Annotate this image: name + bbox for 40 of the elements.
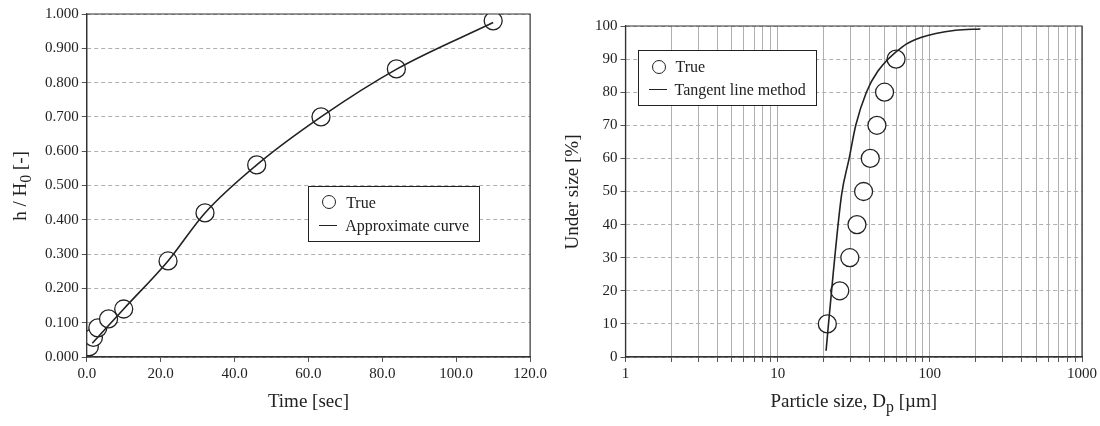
y-tick-label: 0.500	[45, 176, 79, 193]
x-tick-label: 80.0	[369, 364, 396, 381]
y-tick-label: 40	[602, 215, 618, 232]
x-tick-label: 40.0	[221, 364, 248, 381]
x-tick-label: 100	[918, 364, 942, 381]
y-tick-label: 0.600	[45, 142, 79, 159]
y-tick-label: 0.000	[45, 347, 79, 364]
x-axis-title: Particle size, D$_{p}$ [µm]	[769, 390, 939, 416]
y-tick-label: 0	[610, 347, 618, 364]
legend-label: Tangent line method	[674, 80, 806, 101]
x-tick-label: 1	[621, 364, 630, 381]
legend-label: True	[675, 57, 706, 77]
legend-label: True	[346, 192, 376, 213]
y-tick-label: 0.200	[45, 279, 79, 296]
y-tick-label: 90	[602, 50, 618, 67]
x-tick-label: 0.0	[77, 364, 97, 381]
y-tick-label: 0.300	[45, 245, 79, 262]
x-tick-label: 100.0	[439, 364, 474, 381]
x-tick-label: 1000	[1067, 364, 1097, 381]
y-tick-label: 0.800	[45, 73, 79, 90]
y-tick-label: 0.900	[45, 39, 79, 56]
legend-label: Approximate curve	[345, 215, 470, 237]
x-tick-label: 10	[770, 364, 786, 381]
y-tick-label: 80	[602, 83, 618, 100]
y-tick-label: 50	[602, 182, 618, 199]
y-tick-label: 70	[602, 116, 618, 133]
x-tick-label: 60.0	[295, 364, 322, 381]
y-tick-label: 20	[602, 281, 618, 298]
x-tick-label: 120.0	[513, 364, 547, 381]
y-tick-label: 10	[602, 314, 618, 331]
y-tick-label: 60	[602, 149, 618, 166]
y-tick-label: 100	[595, 16, 618, 33]
y-tick-label: 1.000	[45, 4, 79, 21]
y-tick-label: 30	[602, 248, 618, 265]
y-tick-label: 0.400	[45, 210, 79, 227]
x-tick-label: 20.0	[147, 364, 174, 381]
x-axis-title: Time [sec]	[266, 390, 350, 412]
y-tick-label: 0.700	[45, 107, 79, 124]
y-tick-label: 0.100	[45, 313, 79, 330]
y-axis-title: Under size [%]	[561, 133, 583, 250]
